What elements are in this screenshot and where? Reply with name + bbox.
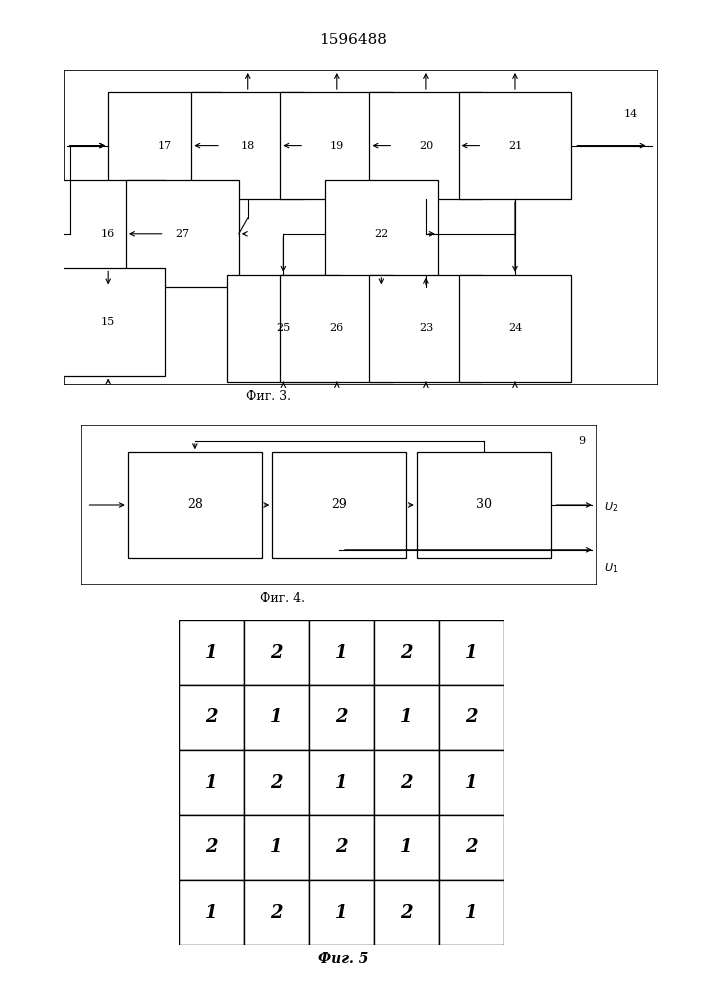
- Text: 21: 21: [508, 141, 522, 151]
- Bar: [459, 92, 571, 199]
- Bar: [244, 685, 309, 750]
- Text: 14: 14: [624, 109, 638, 119]
- Bar: [325, 180, 438, 287]
- Text: 2: 2: [400, 644, 412, 662]
- Text: 25: 25: [276, 323, 291, 333]
- Bar: [179, 685, 244, 750]
- Text: 1: 1: [335, 644, 347, 662]
- Text: 1: 1: [400, 838, 412, 856]
- Bar: [192, 92, 304, 199]
- Text: 26: 26: [329, 323, 344, 333]
- Bar: [309, 750, 373, 815]
- Bar: [373, 620, 438, 685]
- Text: 1596488: 1596488: [320, 33, 387, 47]
- Text: $U_2$: $U_2$: [604, 500, 619, 514]
- Text: 2: 2: [270, 904, 282, 922]
- Text: 29: 29: [332, 498, 347, 512]
- Bar: [52, 180, 165, 287]
- Text: 1: 1: [335, 774, 347, 792]
- Text: 27: 27: [175, 229, 189, 239]
- Text: 9: 9: [578, 436, 585, 446]
- Bar: [126, 180, 239, 287]
- Text: 2: 2: [465, 708, 477, 726]
- Bar: [370, 275, 482, 382]
- Text: 28: 28: [187, 498, 203, 512]
- Bar: [309, 880, 373, 945]
- Text: 23: 23: [419, 323, 433, 333]
- Text: 2: 2: [335, 838, 347, 856]
- Text: 1: 1: [465, 774, 477, 792]
- Text: 1: 1: [205, 904, 217, 922]
- Bar: [438, 815, 503, 880]
- Text: 2: 2: [270, 774, 282, 792]
- Text: 1: 1: [205, 644, 217, 662]
- Text: 17: 17: [158, 141, 172, 151]
- Text: 2: 2: [400, 774, 412, 792]
- Text: 2: 2: [335, 708, 347, 726]
- Bar: [373, 685, 438, 750]
- Bar: [373, 815, 438, 880]
- Text: $U_1$: $U_1$: [604, 561, 619, 575]
- Bar: [438, 685, 503, 750]
- Bar: [309, 620, 373, 685]
- Bar: [370, 92, 482, 199]
- Bar: [459, 275, 571, 382]
- Bar: [438, 750, 503, 815]
- Text: 2: 2: [205, 838, 217, 856]
- Text: 19: 19: [329, 141, 344, 151]
- Bar: [108, 92, 221, 199]
- Text: 20: 20: [419, 141, 433, 151]
- Bar: [244, 815, 309, 880]
- Bar: [179, 815, 244, 880]
- Text: 2: 2: [400, 904, 412, 922]
- Text: 2: 2: [270, 644, 282, 662]
- Bar: [52, 268, 165, 376]
- Bar: [227, 275, 340, 382]
- Text: 16: 16: [101, 229, 115, 239]
- Bar: [438, 880, 503, 945]
- Bar: [309, 685, 373, 750]
- Text: 2: 2: [465, 838, 477, 856]
- Text: 24: 24: [508, 323, 522, 333]
- Bar: [244, 880, 309, 945]
- Bar: [179, 750, 244, 815]
- Text: Фиг. 4.: Фиг. 4.: [260, 592, 305, 605]
- Bar: [179, 880, 244, 945]
- Bar: [281, 92, 393, 199]
- Bar: [272, 452, 407, 558]
- Bar: [373, 750, 438, 815]
- Bar: [179, 620, 244, 685]
- Text: 2: 2: [205, 708, 217, 726]
- Text: 18: 18: [240, 141, 255, 151]
- Text: 1: 1: [335, 904, 347, 922]
- Bar: [281, 275, 393, 382]
- Text: 1: 1: [270, 708, 282, 726]
- Bar: [244, 750, 309, 815]
- Text: 1: 1: [465, 644, 477, 662]
- Text: Фиг. 3.: Фиг. 3.: [246, 390, 291, 403]
- Text: 22: 22: [374, 229, 388, 239]
- Bar: [244, 620, 309, 685]
- Bar: [416, 452, 551, 558]
- Text: 15: 15: [101, 317, 115, 327]
- Text: 1: 1: [465, 904, 477, 922]
- Text: 1: 1: [400, 708, 412, 726]
- Bar: [309, 815, 373, 880]
- Text: Фиг. 5: Фиг. 5: [317, 952, 368, 966]
- Bar: [128, 452, 262, 558]
- Text: 1: 1: [205, 774, 217, 792]
- Text: 30: 30: [476, 498, 492, 512]
- Bar: [373, 880, 438, 945]
- Text: 1: 1: [270, 838, 282, 856]
- Bar: [438, 620, 503, 685]
